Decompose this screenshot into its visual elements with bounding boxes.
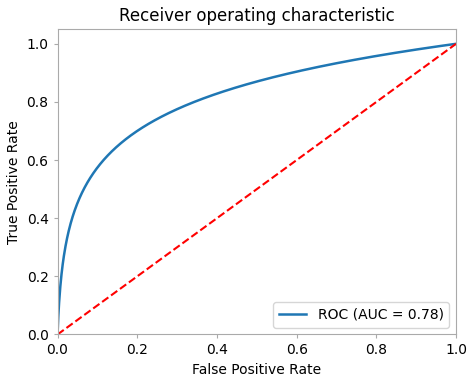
Line: ROC (AUC = 0.78): ROC (AUC = 0.78) <box>57 44 456 334</box>
ROC (AUC = 0.78) <box>328 62 334 66</box>
Legend: ROC (AUC = 0.78): ROC (AUC = 0.78) <box>273 303 449 328</box>
Title: Receiver operating characteristic: Receiver operating characteristic <box>119 7 395 25</box>
X-axis label: False Positive Rate: False Positive Rate <box>192 363 321 377</box>
ROC (AUC = 0.78) <box>95 164 101 169</box>
ROC (AUC = 0.78) <box>453 41 459 46</box>
ROC (AUC = 0.78) <box>230 86 236 91</box>
ROC (AUC = 0.78) <box>216 91 221 95</box>
Y-axis label: True Positive Rate: True Positive Rate <box>7 120 21 244</box>
ROC (AUC = 0.78) <box>373 54 378 58</box>
ROC (AUC = 0.78) <box>365 55 371 60</box>
ROC (AUC = 0.78) <box>55 332 60 337</box>
